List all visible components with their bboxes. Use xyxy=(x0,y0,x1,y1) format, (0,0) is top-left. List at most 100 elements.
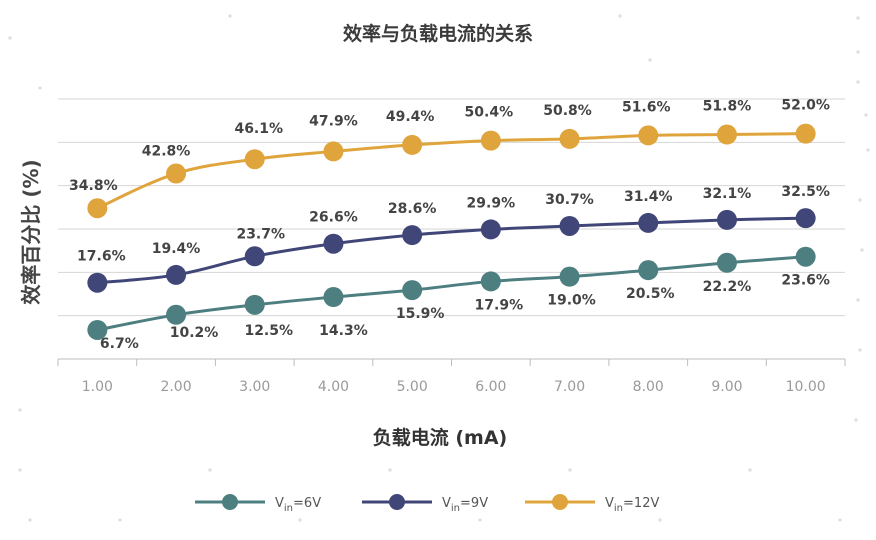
data-label: 28.6% xyxy=(388,201,437,217)
bg-dot xyxy=(388,468,392,472)
data-label: 42.8% xyxy=(142,144,191,160)
bg-dot xyxy=(748,468,752,472)
data-label: 17.9% xyxy=(475,297,524,313)
data-point xyxy=(480,271,501,292)
data-label: 46.1% xyxy=(234,121,283,137)
bg-dot xyxy=(648,58,652,62)
data-label: 23.6% xyxy=(781,273,830,289)
data-point xyxy=(244,294,265,315)
series-line xyxy=(96,132,806,210)
data-point xyxy=(166,163,187,184)
legend-label: Vin=9V xyxy=(442,496,488,514)
data-point xyxy=(166,264,187,285)
chart-title: 效率与负载电流的关系 xyxy=(343,22,533,45)
legend-label: Vin=12V xyxy=(605,496,659,514)
data-point xyxy=(402,280,423,301)
data-labels: 6.7% 10.2% 12.5% 14.3% 15.9% 17.9% 19.0% 20.5% 2… xyxy=(69,98,830,352)
bg-dot xyxy=(838,518,842,522)
x-tick-label: 6.00 xyxy=(475,379,506,395)
legend-item: Vin=9V xyxy=(362,494,488,514)
data-label: 17.6% xyxy=(77,249,126,265)
bg-dot xyxy=(856,80,860,84)
data-label: 26.6% xyxy=(309,210,358,226)
data-point xyxy=(638,260,659,281)
background-dots xyxy=(8,14,870,522)
bg-dot xyxy=(618,14,622,18)
data-point xyxy=(323,287,344,308)
data-point xyxy=(559,266,580,287)
data-label: 20.5% xyxy=(626,286,675,302)
x-tick-label: 4.00 xyxy=(318,379,349,395)
data-label: 32.5% xyxy=(781,184,830,200)
data-point xyxy=(323,233,344,254)
x-tick-label: 5.00 xyxy=(397,379,428,395)
data-label: 51.6% xyxy=(622,99,671,115)
bg-dot xyxy=(858,348,862,352)
bg-dot xyxy=(856,50,860,54)
x-tick-label: 9.00 xyxy=(711,379,742,395)
data-point xyxy=(638,125,659,146)
data-label: 31.4% xyxy=(624,189,673,205)
bg-dot xyxy=(118,518,122,522)
legend-marker xyxy=(222,494,238,510)
data-label: 6.7% xyxy=(100,336,139,352)
bg-dot xyxy=(18,468,22,472)
data-label: 10.2% xyxy=(170,325,219,341)
data-label: 34.8% xyxy=(69,178,118,194)
data-label: 23.7% xyxy=(236,226,285,242)
data-point xyxy=(716,209,737,230)
data-point xyxy=(795,208,816,229)
x-tick-label: 10.00 xyxy=(786,379,826,395)
data-label: 15.9% xyxy=(396,306,445,322)
data-point xyxy=(87,319,108,340)
data-label: 29.9% xyxy=(467,195,516,211)
data-label: 49.4% xyxy=(386,109,435,125)
data-label: 47.9% xyxy=(309,113,358,129)
data-point xyxy=(795,123,816,144)
bg-dot xyxy=(858,198,862,202)
bg-dot xyxy=(18,408,22,412)
legend-item: Vin=12V xyxy=(525,494,659,514)
data-label: 50.4% xyxy=(465,105,514,121)
bg-dot xyxy=(856,16,860,20)
data-point xyxy=(323,141,344,162)
bg-dot xyxy=(864,113,868,117)
bg-dot xyxy=(860,248,864,252)
bg-dot xyxy=(208,468,212,472)
legend-marker xyxy=(552,494,568,510)
legend-item: Vin=6V xyxy=(195,494,321,514)
bg-dot xyxy=(658,518,662,522)
data-point xyxy=(716,124,737,145)
bg-dot xyxy=(478,518,482,522)
data-label: 12.5% xyxy=(244,323,293,339)
data-label: 51.8% xyxy=(703,99,752,115)
data-point xyxy=(244,246,265,267)
bg-dot xyxy=(28,518,32,522)
legend: Vin=6V Vin=9V Vin=12V xyxy=(195,494,659,514)
legend-label: Vin=6V xyxy=(275,496,321,514)
data-label: 14.3% xyxy=(319,323,368,339)
series-layer xyxy=(87,123,816,340)
data-label: 32.1% xyxy=(703,186,752,202)
data-label: 52.0% xyxy=(781,98,830,114)
data-point xyxy=(402,134,423,155)
bg-dot xyxy=(568,468,572,472)
data-point xyxy=(244,149,265,170)
data-point xyxy=(480,219,501,240)
y-axis-label: 效率百分比 (%) xyxy=(19,159,43,304)
bg-dot xyxy=(298,518,302,522)
x-tick-label: 7.00 xyxy=(554,379,585,395)
series-line xyxy=(97,255,806,332)
data-label: 30.7% xyxy=(545,192,594,208)
series-line xyxy=(97,216,806,285)
data-point xyxy=(166,304,187,325)
x-tick-label: 1.00 xyxy=(82,379,113,395)
data-point xyxy=(402,225,423,246)
legend-marker xyxy=(389,494,405,510)
data-point xyxy=(795,246,816,267)
data-label: 50.8% xyxy=(543,103,592,119)
data-point xyxy=(638,212,659,233)
data-point xyxy=(716,252,737,273)
data-point xyxy=(559,128,580,149)
